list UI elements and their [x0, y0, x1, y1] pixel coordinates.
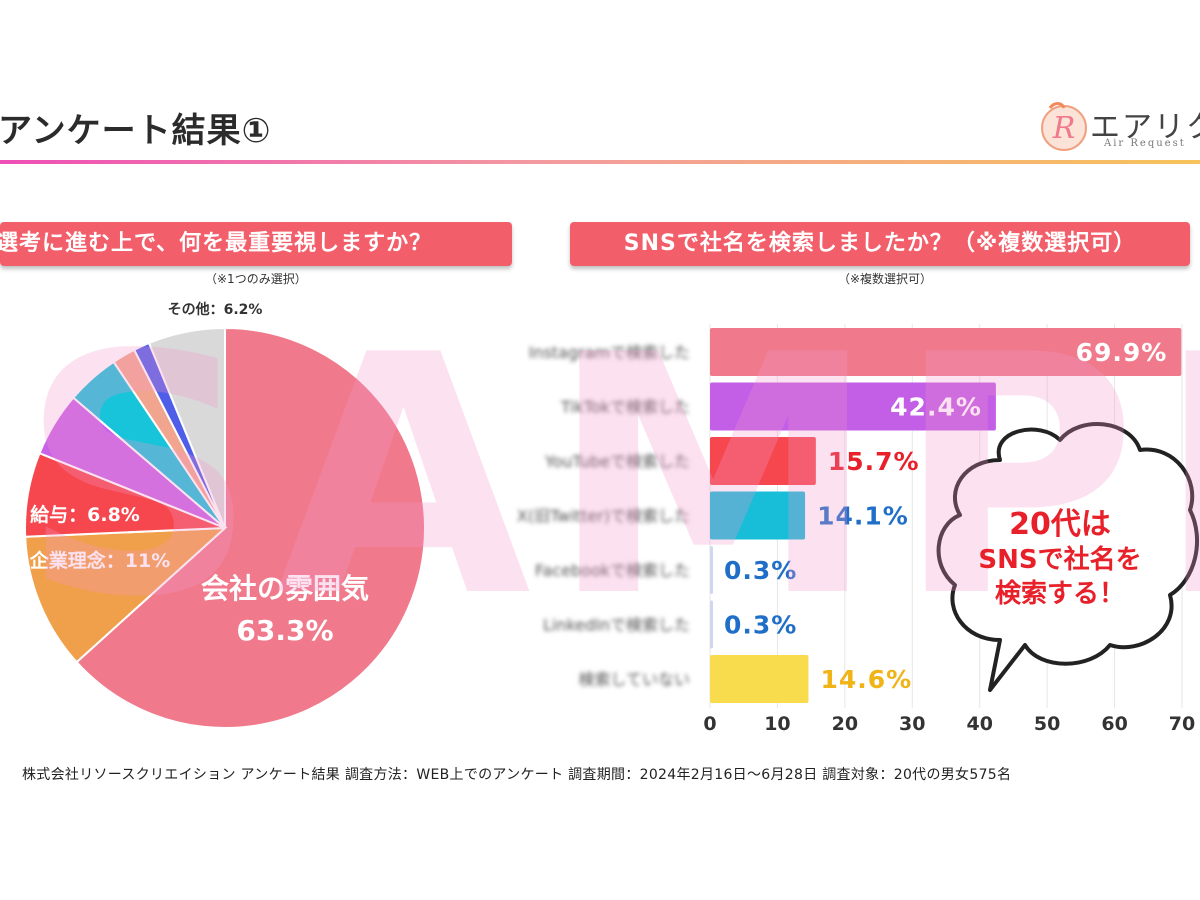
svg-text:R: R [1052, 111, 1076, 146]
bar-value-label: 69.9% [1076, 338, 1168, 367]
category-label: YouTubeで検索した [544, 452, 690, 471]
bar-value-label: 0.3% [724, 611, 797, 640]
category-label: Facebookで検索した [535, 561, 690, 580]
bar [710, 382, 996, 431]
bar [710, 655, 809, 703]
bar-value-label: 42.4% [890, 393, 982, 422]
bar-chart: 0 10 20 30 40 50 60 70 Instagramで検索した 69.9% TikTok… [517, 324, 1195, 735]
category-label: 検索していない [578, 670, 690, 689]
x-tick-label: 40 [966, 713, 992, 735]
page-title: アンケート結果① [0, 111, 272, 151]
bar [710, 328, 1182, 376]
logo-text: エアリク [1090, 110, 1200, 145]
x-tick-label: 50 [1034, 713, 1060, 735]
bar-value-label: 14.6% [820, 665, 912, 694]
logo-subtitle: Air Request [1104, 138, 1186, 149]
callout-text: 20代は SNSで社名を 検索する！ [960, 505, 1160, 612]
survey-footer: 株式会社リソースクリエイション アンケート結果 調査方法：WEB上でのアンケート… [22, 767, 1012, 783]
pie-slice [75, 326, 426, 729]
category-label: LinkedInで検索した [543, 616, 690, 635]
bar-value-label: 14.1% [817, 502, 909, 531]
pie-slice-label: 給与：6.8% [30, 503, 140, 526]
pie-chart: 会社の雰囲気 63.3% 企業理念：11% 給与：6.8% その他：6.2% [24, 301, 426, 729]
pie-slice [24, 526, 228, 664]
category-label: X(旧Twitter)で検索した [517, 507, 690, 526]
pie-slice-label: その他：6.2% [168, 301, 263, 318]
speech-bubble [936, 422, 1199, 692]
bar-question-banner: SNSで社名を検索しましたか？（※複数選択可） [570, 222, 1190, 266]
x-tick-label: 70 [1169, 713, 1195, 735]
x-tick-label: 10 [764, 713, 790, 735]
bar [710, 437, 816, 485]
bar [710, 491, 806, 540]
bar [710, 600, 713, 649]
category-label: TikTokで検索した [560, 398, 690, 417]
callout-line-3: 検索する！ [994, 578, 1125, 609]
x-tick-label: 60 [1101, 713, 1127, 735]
callout-line-2: SNSで社名を [978, 545, 1142, 575]
pie-slice-label: 会社の雰囲気 [201, 572, 369, 605]
pie-question-banner: 選考に進む上で、何を最重要視しますか？ [0, 222, 512, 266]
x-tick-label: 20 [832, 713, 858, 735]
x-tick-label: 0 [703, 713, 716, 735]
bar [710, 546, 713, 594]
bar-value-label: 15.7% [828, 447, 920, 476]
pie-slice-value: 63.3% [236, 614, 333, 647]
x-tick-label: 30 [899, 713, 925, 735]
bar-question-note: （※複数選択可） [838, 272, 933, 286]
pie-slice-label: 企業理念：11% [29, 549, 170, 572]
category-label: Instagramで検索した [529, 343, 690, 362]
callout-line-1: 20代は [1009, 507, 1111, 542]
pie-slice [147, 326, 226, 529]
bar-value-label: 0.3% [724, 556, 797, 585]
pie-question-note: （※1つのみ選択） [205, 272, 307, 286]
logo-emblem-icon: R [1041, 102, 1087, 151]
title-divider [0, 160, 1200, 164]
